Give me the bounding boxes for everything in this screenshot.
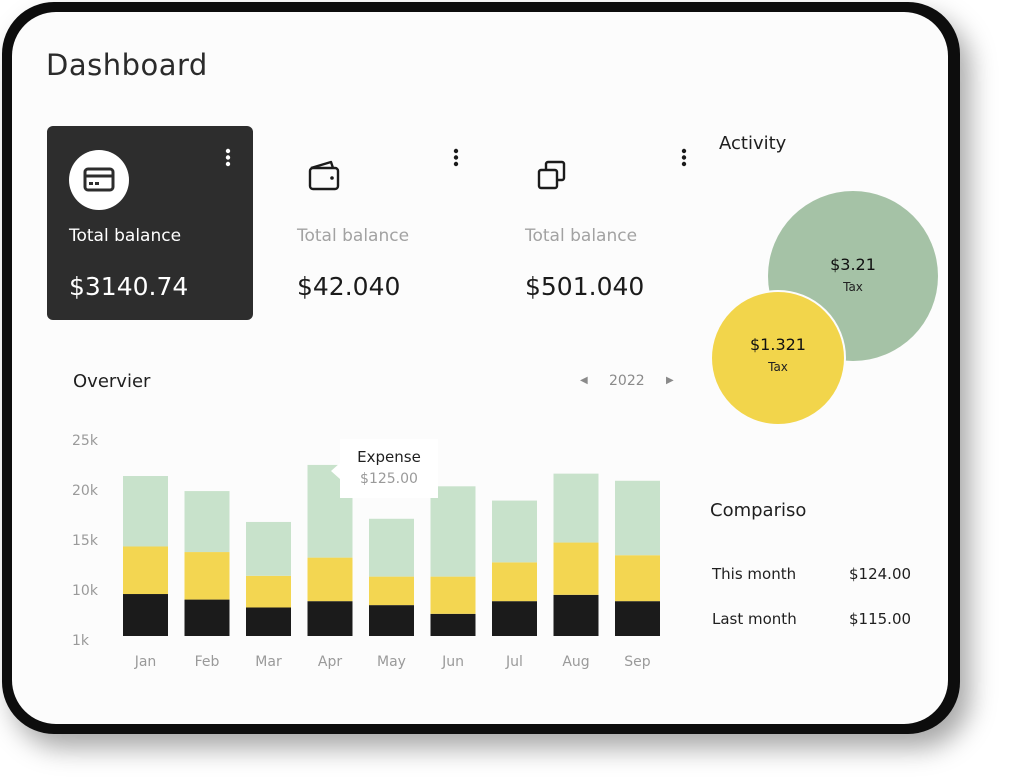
tooltip-value: $125.00 xyxy=(360,471,418,487)
bubble-label: Tax xyxy=(843,280,863,294)
balance-amount: $42.040 xyxy=(297,272,401,301)
bar-segment-feb-1[interactable] xyxy=(184,552,230,600)
bar-segment-mar-0[interactable] xyxy=(246,607,291,636)
dashboard-screen: Dashboard Total balance $ xyxy=(12,12,948,724)
y-tick-label: 25k xyxy=(72,433,99,449)
x-tick-label: Jan xyxy=(134,654,157,670)
bar-segment-may-1[interactable] xyxy=(369,576,414,606)
bar-segment-mar-2[interactable] xyxy=(246,521,291,576)
comparison-row-label: Last month xyxy=(712,610,797,628)
bar-segment-sep-1[interactable] xyxy=(615,555,660,602)
comparison-row-label: This month xyxy=(712,565,797,583)
tooltip-title: Expense xyxy=(357,448,421,466)
credit-card-icon xyxy=(69,150,129,210)
y-tick-label: 1k xyxy=(72,633,90,649)
more-options-icon[interactable] xyxy=(223,148,233,170)
bar-segment-may-0[interactable] xyxy=(369,605,414,636)
bar-segment-sep-0[interactable] xyxy=(615,601,660,636)
x-tick-label: Sep xyxy=(624,654,651,670)
more-options-icon[interactable] xyxy=(451,148,461,170)
x-tick-label: Aug xyxy=(562,654,589,670)
overview-chart: 25k 20k 15k 10k 1k Jan Feb Mar Apr May Jun Jul Aug Se… xyxy=(72,433,660,670)
comparison-title: Compariso xyxy=(710,500,807,521)
copy-icon xyxy=(533,156,573,196)
bar-segment-jul-0[interactable] xyxy=(492,601,537,636)
bar-segment-jul-2[interactable] xyxy=(492,500,537,563)
tablet-frame: Dashboard Total balance $ xyxy=(2,2,960,734)
bar-segment-jun-0[interactable] xyxy=(430,613,476,636)
x-tick-label: Jun xyxy=(441,654,464,670)
y-tick-label: 10k xyxy=(72,583,99,599)
bubble-amount: $3.21 xyxy=(830,255,876,274)
x-tick-label: May xyxy=(377,654,406,670)
x-tick-label: Jul xyxy=(505,654,523,670)
bar-segment-jun-2[interactable] xyxy=(430,486,476,577)
comparison-row-value: $115.00 xyxy=(849,610,912,628)
page-title: Dashboard xyxy=(46,48,208,82)
bar-segment-apr-0[interactable] xyxy=(307,601,353,636)
bubble-label: Tax xyxy=(768,360,788,374)
bar-segment-aug-0[interactable] xyxy=(553,594,599,636)
activity-bubble-small[interactable]: $1.321 Tax xyxy=(710,290,846,426)
next-year-icon[interactable]: ▶ xyxy=(666,375,674,386)
bar-segment-feb-0[interactable] xyxy=(184,599,230,636)
x-tick-label: Apr xyxy=(318,654,342,670)
chart-tooltip: Expense $125.00 xyxy=(331,439,438,498)
tooltip-arrow xyxy=(331,463,340,479)
y-tick-label: 20k xyxy=(72,483,99,499)
bar-segment-jul-1[interactable] xyxy=(492,562,537,602)
bar-segment-aug-2[interactable] xyxy=(553,473,599,543)
wallet-icon xyxy=(305,156,345,196)
bar-segment-aug-1[interactable] xyxy=(553,542,599,595)
x-tick-label: Mar xyxy=(255,654,282,670)
prev-year-icon[interactable]: ◀ xyxy=(580,375,588,386)
bar-segment-apr-1[interactable] xyxy=(307,557,353,602)
bar-segment-jan-1[interactable] xyxy=(123,546,168,595)
balance-label: Total balance xyxy=(297,226,410,246)
y-tick-label: 15k xyxy=(72,533,99,549)
more-options-icon[interactable] xyxy=(679,148,689,170)
comparison-row-value: $124.00 xyxy=(849,565,912,583)
bubble-amount: $1.321 xyxy=(750,335,806,354)
balance-amount: $3140.74 xyxy=(69,272,189,301)
balance-label: Total balance xyxy=(69,226,182,246)
activity-title: Activity xyxy=(719,133,787,154)
balance-card-copy[interactable]: Total balance $501.040 xyxy=(503,126,709,320)
bar-segment-jun-1[interactable] xyxy=(430,576,476,614)
balance-card-primary[interactable]: Total balance $3140.74 xyxy=(47,126,253,320)
balance-label: Total balance xyxy=(525,226,638,246)
balance-card-wallet[interactable]: Total balance $42.040 xyxy=(275,126,481,320)
year-label: 2022 xyxy=(609,373,645,389)
year-selector: ◀ 2022 ▶ xyxy=(580,371,680,391)
bar-segment-mar-1[interactable] xyxy=(246,575,291,608)
bar-segment-jan-0[interactable] xyxy=(123,594,168,636)
bar-segment-may-2[interactable] xyxy=(369,518,414,577)
balance-amount: $501.040 xyxy=(525,272,645,301)
bar-segment-jan-2[interactable] xyxy=(123,476,168,547)
bar-segment-feb-2[interactable] xyxy=(184,491,230,553)
bar-segment-sep-2[interactable] xyxy=(615,480,660,556)
x-tick-label: Feb xyxy=(195,654,220,670)
overview-title: Overvier xyxy=(73,371,151,392)
